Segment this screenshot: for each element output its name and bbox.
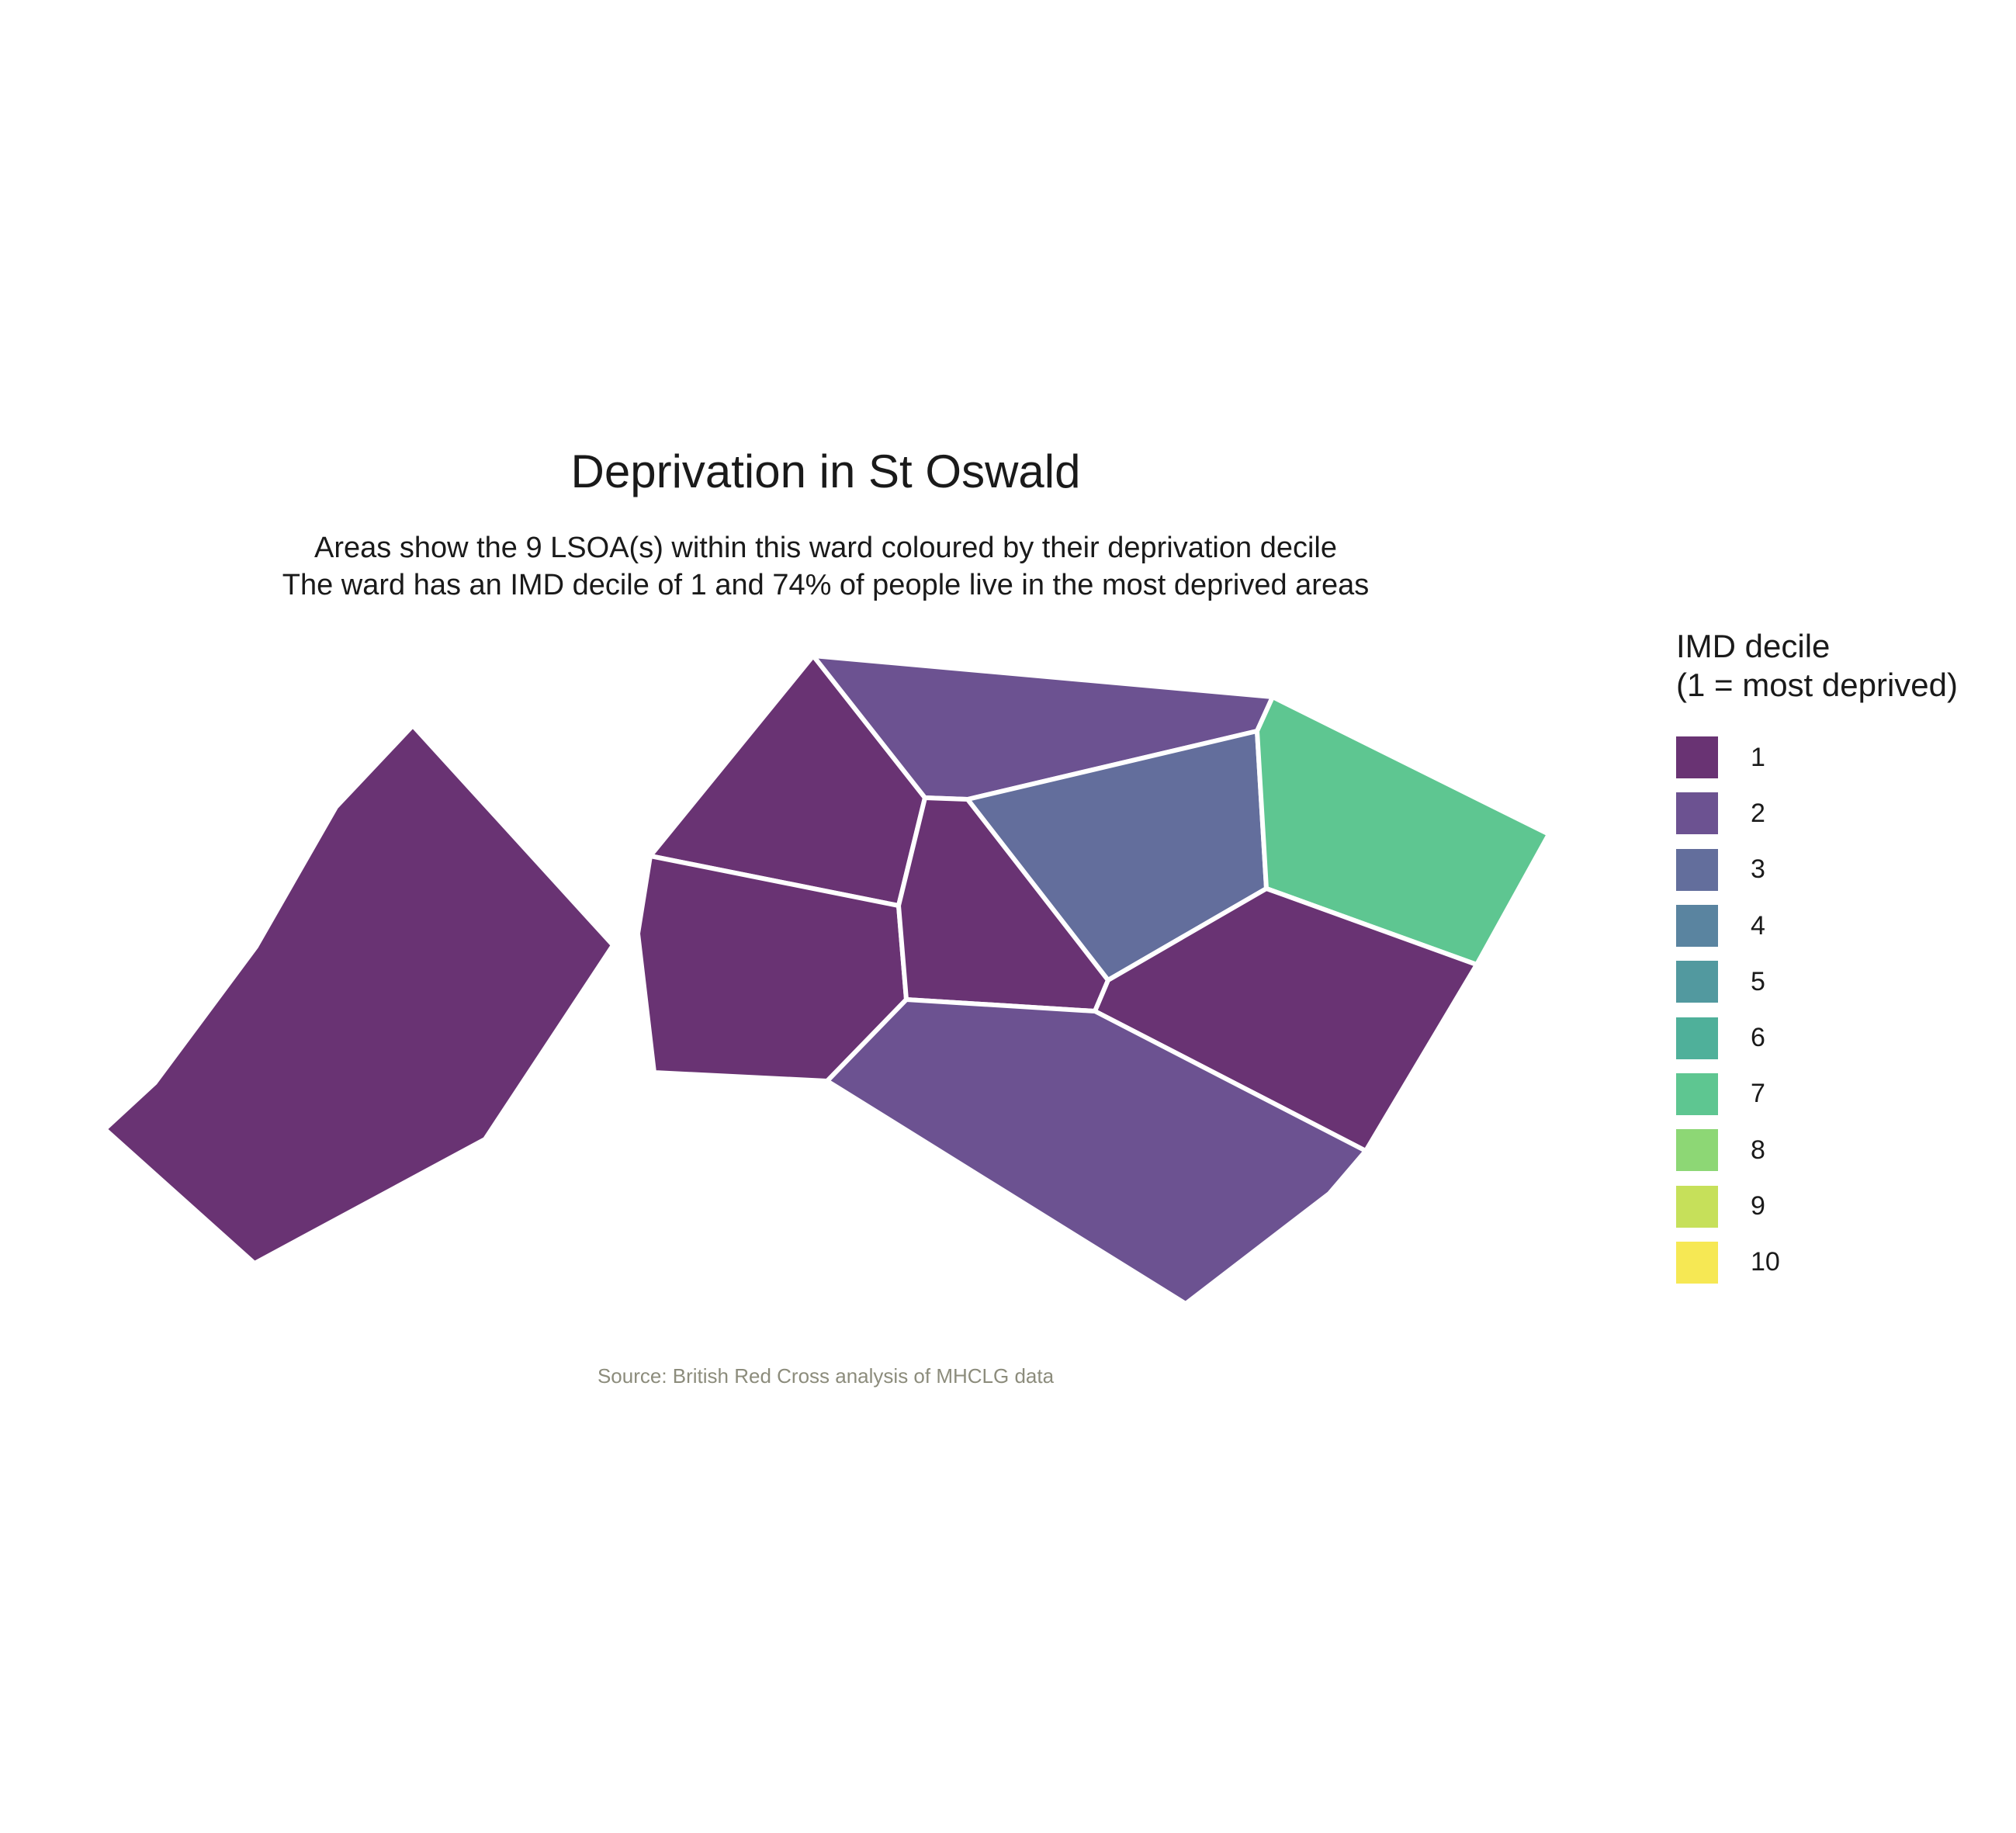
legend-label: 3 bbox=[1751, 854, 1765, 885]
legend-swatch bbox=[1676, 1017, 1718, 1059]
legend: IMD decile (1 = most deprived) 1 2 3 4 5… bbox=[1676, 627, 1958, 1291]
map-title: Deprivation in St Oswald bbox=[570, 445, 1081, 497]
legend-item: 4 bbox=[1676, 898, 1958, 954]
legend-item: 1 bbox=[1676, 729, 1958, 785]
legend-label: 7 bbox=[1751, 1079, 1765, 1109]
legend-title-line-2: (1 = most deprived) bbox=[1676, 667, 1958, 703]
subtitle-line-1: Areas show the 9 LSOA(s) within this war… bbox=[314, 532, 1337, 564]
legend-item: 3 bbox=[1676, 842, 1958, 898]
legend-swatch bbox=[1676, 1185, 1718, 1228]
legend-label: 10 bbox=[1751, 1247, 1780, 1277]
legend-label: 8 bbox=[1751, 1135, 1765, 1165]
source-caption: Source: British Red Cross analysis of MH… bbox=[597, 1364, 1055, 1388]
map-subtitle: Areas show the 9 LSOA(s) within this war… bbox=[0, 529, 1651, 604]
legend-label: 1 bbox=[1751, 742, 1765, 772]
legend-swatch bbox=[1676, 792, 1718, 835]
legend-item: 9 bbox=[1676, 1178, 1958, 1234]
lsoa-area-west bbox=[102, 723, 615, 1266]
legend-item: 6 bbox=[1676, 1010, 1958, 1065]
legend-swatch bbox=[1676, 961, 1718, 1003]
legend-title-line-1: IMD decile bbox=[1676, 628, 1831, 664]
legend-label: 9 bbox=[1751, 1191, 1765, 1221]
legend-label: 6 bbox=[1751, 1023, 1765, 1053]
legend-label: 4 bbox=[1751, 910, 1765, 941]
legend-swatch bbox=[1676, 736, 1718, 779]
legend-item: 5 bbox=[1676, 954, 1958, 1010]
legend-title: IMD decile (1 = most deprived) bbox=[1676, 627, 1958, 705]
legend-swatch bbox=[1676, 1241, 1718, 1284]
legend-swatch bbox=[1676, 1072, 1718, 1115]
legend-label: 5 bbox=[1751, 966, 1765, 996]
legend-item: 7 bbox=[1676, 1066, 1958, 1122]
legend-swatch bbox=[1676, 905, 1718, 948]
legend-swatch bbox=[1676, 848, 1718, 891]
subtitle-line-2: The ward has an IMD decile of 1 and 74% … bbox=[282, 569, 1370, 601]
legend-swatch bbox=[1676, 1129, 1718, 1172]
legend-item: 10 bbox=[1676, 1235, 1958, 1291]
legend-item: 8 bbox=[1676, 1122, 1958, 1178]
lsoa-area-south bbox=[825, 997, 1368, 1306]
legend-label: 2 bbox=[1751, 798, 1765, 828]
legend-items: 1 2 3 4 5 6 7 8 9 10 bbox=[1676, 729, 1958, 1291]
legend-item: 2 bbox=[1676, 785, 1958, 841]
